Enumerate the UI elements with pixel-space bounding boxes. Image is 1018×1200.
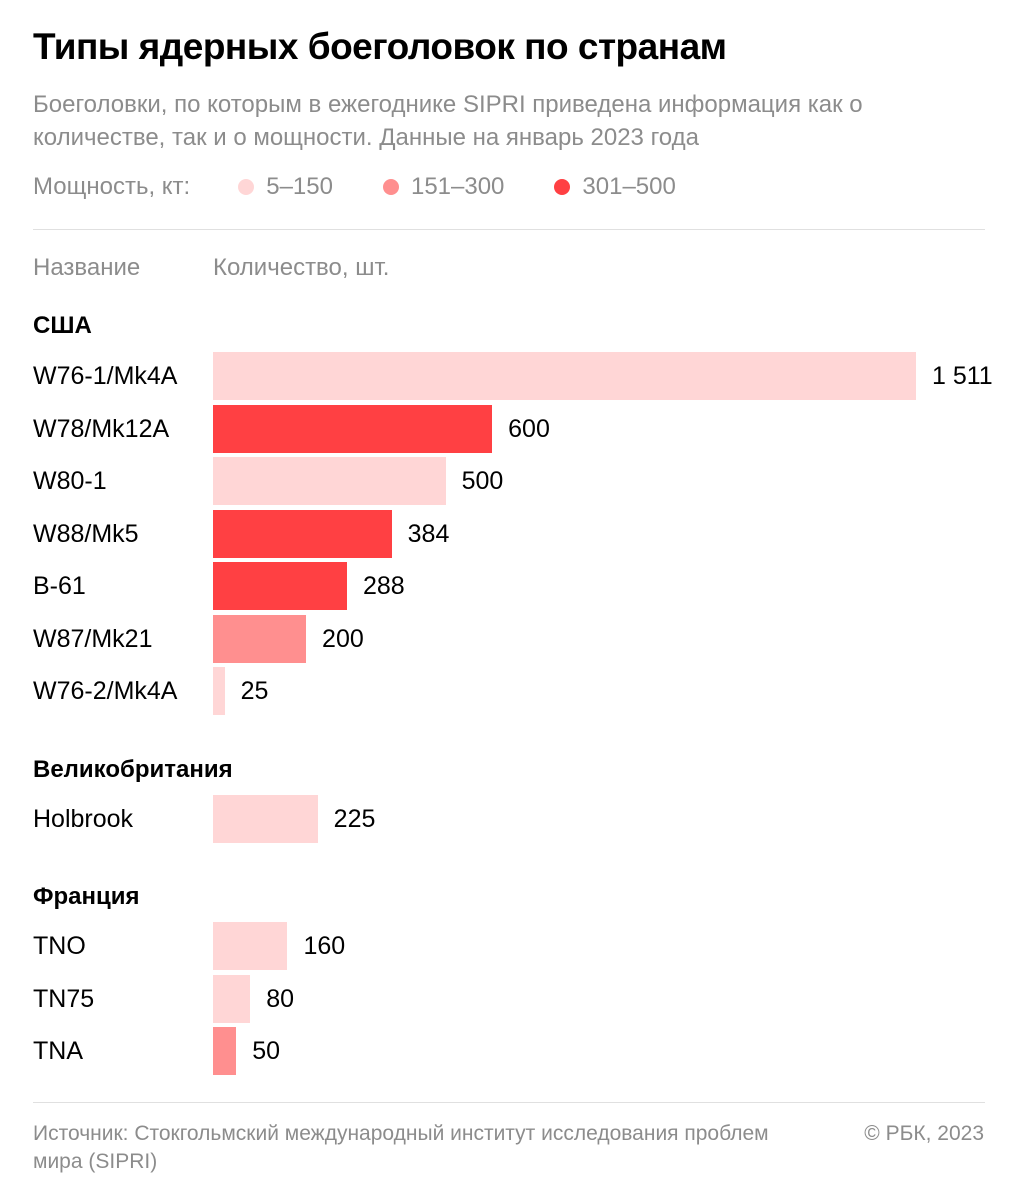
legend-dot-mid — [382, 179, 399, 195]
row-label-w87-mk21: W87/Mk21 — [33, 624, 153, 653]
bar-w88-mk5 — [213, 509, 392, 558]
bar-tna — [213, 1027, 237, 1075]
bar-value-tn75: 80 — [266, 984, 295, 1013]
legend-item-label: 151–300 — [410, 173, 505, 200]
bar-value-w87-mk21: 200 — [322, 624, 364, 653]
source-note: Источник: Стокгольмский международный ин… — [33, 1122, 769, 1173]
bar-holbrook — [213, 795, 318, 843]
legend-item-mid: 151–300 — [382, 173, 505, 201]
bar-w78-mk12a — [213, 404, 493, 453]
copyright: © РБК, 2023 — [864, 1122, 984, 1145]
group-title: Франция — [33, 883, 140, 910]
group-title: Великобритания — [33, 756, 233, 783]
legend: Мощность, кт: 5–150 151–300 301–500 — [33, 170, 676, 204]
bar-value-b-61: 288 — [362, 572, 405, 600]
bar-w80-1 — [213, 457, 446, 505]
row-label-tn75: TN75 — [33, 984, 95, 1013]
chart-title: Типы ядерных боеголовок по странам — [33, 26, 727, 67]
legend-item-label: 301–500 — [582, 173, 676, 200]
row-label-w80-1: W80-1 — [33, 467, 107, 495]
bar-tn75 — [213, 974, 251, 1023]
legend-item-label: 5–150 — [266, 173, 333, 200]
bar-value-w76-1-mk4a: 1 511 — [932, 362, 993, 390]
bar-tno — [213, 922, 288, 970]
bar-value-w80-1: 500 — [461, 467, 504, 495]
bottom-divider — [33, 1102, 985, 1103]
top-divider — [33, 229, 985, 230]
row-label-b-61: B-61 — [33, 572, 86, 600]
legend-dot-low — [238, 179, 255, 195]
bar-w87-mk21 — [213, 614, 307, 663]
bar-value-w88-mk5: 384 — [407, 519, 450, 548]
legend-label: Мощность, кт: — [33, 173, 191, 200]
bar-value-w78-mk12a: 600 — [508, 414, 550, 443]
row-label-w76-1-mk4a: W76-1/Mk4A — [33, 362, 178, 390]
row-label-tna: TNA — [33, 1037, 83, 1065]
bar-value-tno: 160 — [303, 932, 346, 960]
chart-subtitle: Боеголовки, по которым в ежегоднике SIPR… — [33, 91, 863, 151]
row-label-w78-mk12a: W78/Mk12A — [33, 414, 170, 443]
row-label-w76-2-mk4a: W76-2/Mk4A — [33, 677, 178, 705]
legend-dot-high — [554, 179, 571, 195]
row-label-tno: TNO — [33, 932, 86, 960]
group-title: США — [33, 312, 92, 339]
bar-value-tna: 50 — [252, 1037, 281, 1065]
bar-b-61 — [213, 562, 347, 610]
row-label-w88-mk5: W88/Mk5 — [33, 519, 139, 548]
bar-w76-1-mk4a — [213, 352, 916, 400]
row-label-holbrook: Holbrook — [33, 805, 134, 833]
bar-value-holbrook: 225 — [333, 805, 376, 833]
bar-w76-2-mk4a — [213, 667, 225, 715]
bar-value-w76-2-mk4a: 25 — [240, 677, 269, 705]
legend-item-low: 5–150 — [238, 173, 333, 201]
column-header-name: Название — [33, 254, 141, 281]
column-header-quantity: Количество, шт. — [213, 254, 390, 281]
legend-item-high: 301–500 — [554, 173, 676, 201]
